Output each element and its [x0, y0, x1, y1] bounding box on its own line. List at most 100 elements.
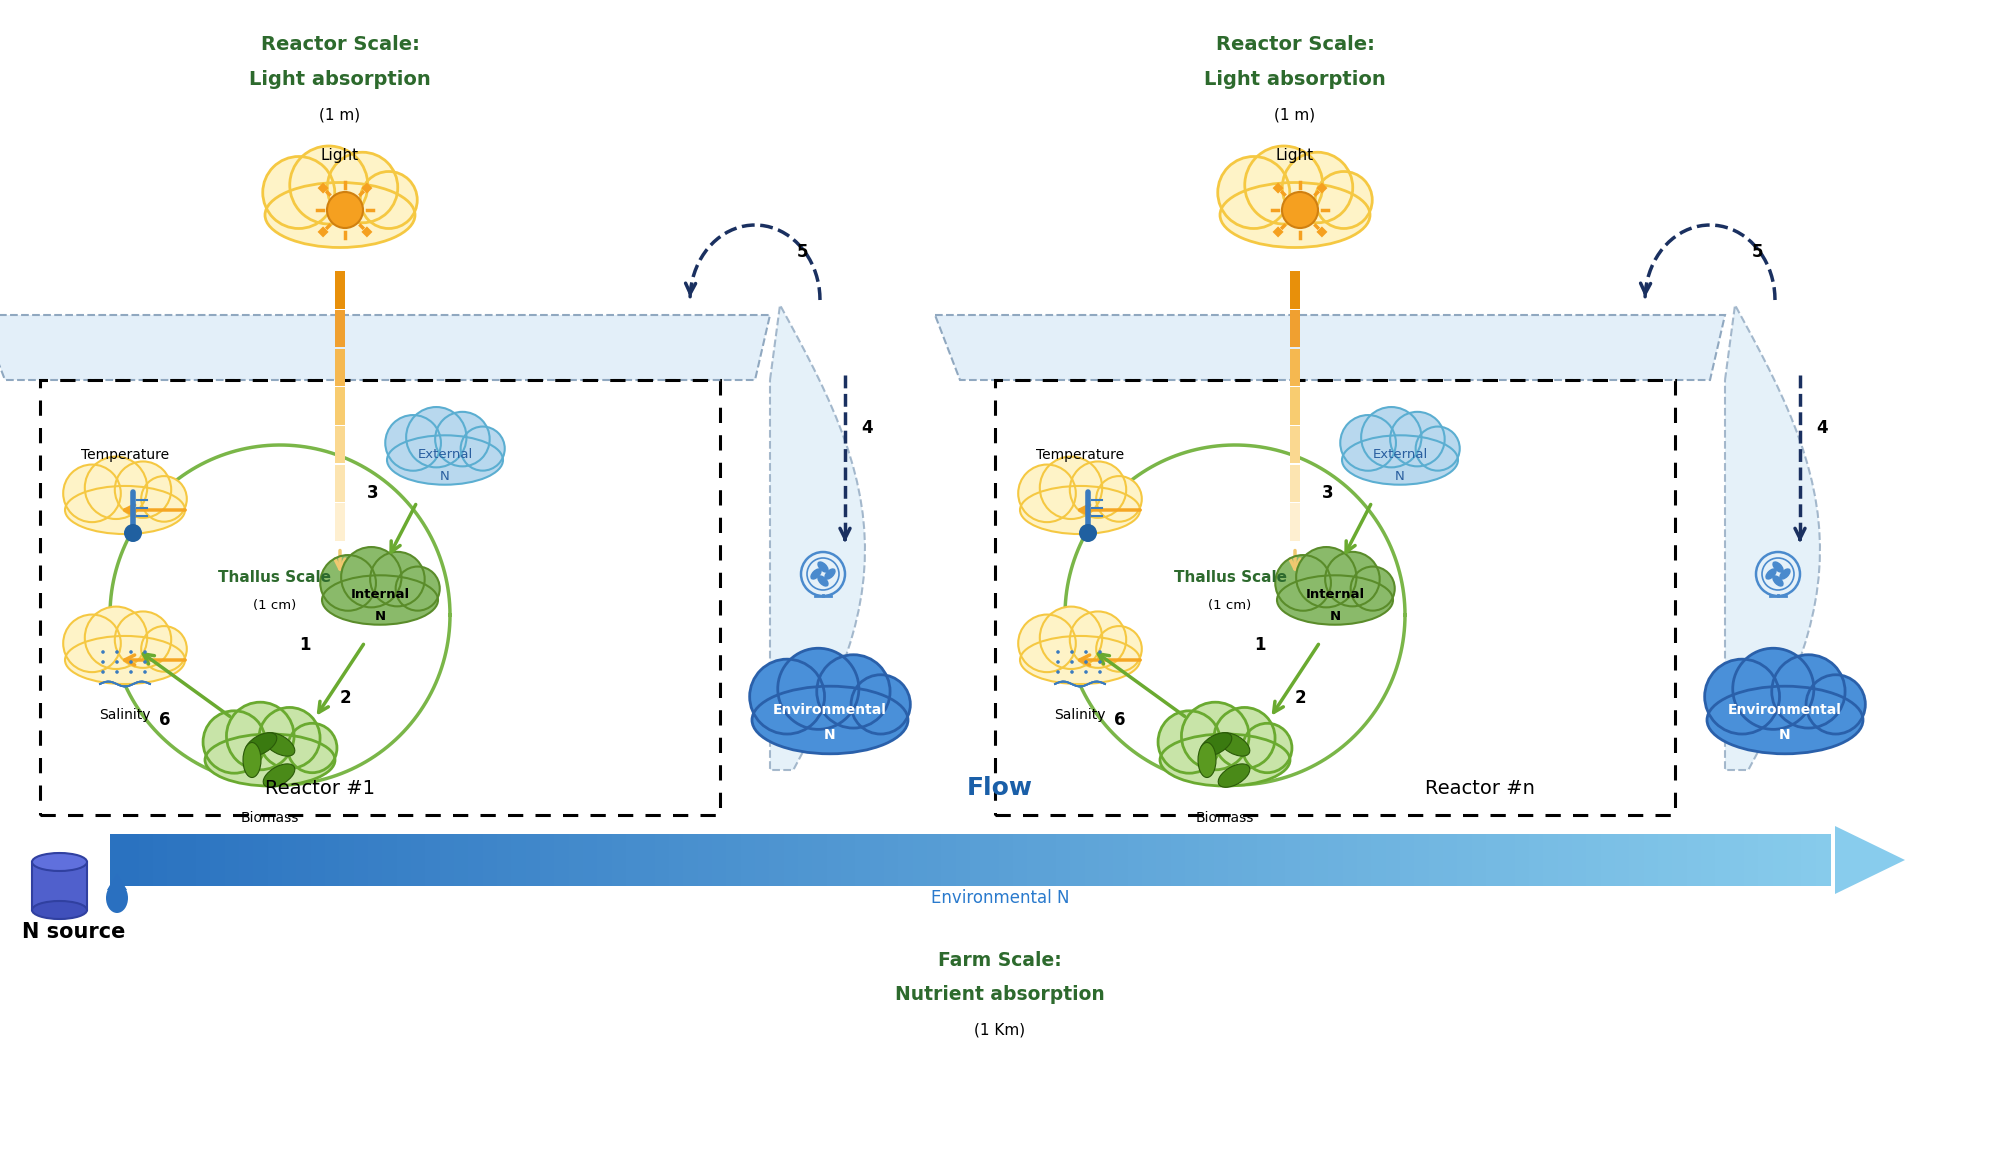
Text: N: N: [440, 469, 450, 482]
Polygon shape: [362, 183, 372, 193]
FancyBboxPatch shape: [324, 834, 340, 886]
FancyBboxPatch shape: [1098, 834, 1114, 886]
FancyBboxPatch shape: [182, 834, 196, 886]
FancyBboxPatch shape: [970, 834, 986, 886]
Text: N source: N source: [22, 922, 126, 942]
Ellipse shape: [1344, 448, 1456, 479]
FancyBboxPatch shape: [856, 834, 870, 886]
FancyBboxPatch shape: [224, 834, 240, 886]
Circle shape: [1084, 670, 1088, 674]
FancyBboxPatch shape: [1114, 834, 1128, 886]
Circle shape: [114, 612, 172, 668]
FancyBboxPatch shape: [482, 834, 498, 886]
Circle shape: [1070, 670, 1074, 674]
FancyBboxPatch shape: [1142, 834, 1158, 886]
Circle shape: [1084, 660, 1088, 663]
Circle shape: [1362, 407, 1422, 467]
FancyBboxPatch shape: [654, 834, 670, 886]
Circle shape: [1098, 660, 1102, 663]
FancyBboxPatch shape: [726, 834, 742, 886]
Ellipse shape: [1772, 562, 1784, 572]
Ellipse shape: [322, 576, 438, 625]
Ellipse shape: [106, 883, 128, 913]
Circle shape: [130, 670, 132, 674]
Ellipse shape: [1708, 686, 1864, 753]
FancyBboxPatch shape: [336, 426, 344, 463]
Ellipse shape: [1020, 636, 1140, 684]
Circle shape: [852, 675, 910, 734]
Ellipse shape: [264, 764, 294, 787]
Circle shape: [1096, 626, 1142, 672]
Text: 4: 4: [1816, 419, 1828, 436]
Circle shape: [1390, 412, 1444, 467]
FancyBboxPatch shape: [1772, 834, 1788, 886]
Circle shape: [1084, 651, 1088, 654]
FancyBboxPatch shape: [1630, 834, 1644, 886]
Ellipse shape: [824, 569, 836, 579]
FancyBboxPatch shape: [1042, 834, 1056, 886]
FancyBboxPatch shape: [1300, 834, 1314, 886]
FancyBboxPatch shape: [1600, 834, 1616, 886]
Text: Light: Light: [320, 147, 360, 163]
FancyBboxPatch shape: [1328, 834, 1344, 886]
FancyBboxPatch shape: [1558, 834, 1572, 886]
Text: (1 cm): (1 cm): [254, 599, 296, 612]
FancyBboxPatch shape: [412, 834, 426, 886]
Ellipse shape: [264, 183, 416, 248]
FancyBboxPatch shape: [1486, 834, 1502, 886]
Circle shape: [1806, 675, 1866, 734]
Circle shape: [1350, 566, 1394, 611]
Text: (1 m): (1 m): [320, 108, 360, 123]
FancyBboxPatch shape: [668, 834, 684, 886]
Circle shape: [1056, 660, 1060, 663]
FancyBboxPatch shape: [138, 834, 154, 886]
Text: 1: 1: [300, 636, 310, 654]
Circle shape: [116, 651, 118, 654]
Circle shape: [1772, 655, 1846, 728]
FancyBboxPatch shape: [1528, 834, 1544, 886]
Polygon shape: [0, 315, 770, 380]
Text: Reactor Scale:: Reactor Scale:: [260, 35, 420, 54]
Ellipse shape: [208, 748, 332, 780]
Text: Biomass: Biomass: [240, 811, 300, 825]
FancyBboxPatch shape: [1290, 464, 1300, 502]
Text: Environmental: Environmental: [774, 703, 886, 717]
FancyBboxPatch shape: [1730, 834, 1744, 886]
FancyBboxPatch shape: [984, 834, 1000, 886]
FancyBboxPatch shape: [568, 834, 584, 886]
Polygon shape: [362, 227, 372, 238]
Circle shape: [116, 660, 118, 663]
Text: (1 cm): (1 cm): [1208, 599, 1252, 612]
Text: 3: 3: [368, 484, 378, 502]
Circle shape: [370, 552, 424, 606]
FancyBboxPatch shape: [382, 834, 398, 886]
FancyBboxPatch shape: [1400, 834, 1416, 886]
Text: N: N: [1396, 469, 1404, 482]
FancyBboxPatch shape: [1658, 834, 1674, 886]
FancyBboxPatch shape: [554, 834, 570, 886]
FancyBboxPatch shape: [254, 834, 268, 886]
Ellipse shape: [1020, 486, 1140, 534]
Text: External: External: [1372, 447, 1428, 461]
FancyBboxPatch shape: [196, 834, 212, 886]
FancyBboxPatch shape: [612, 834, 626, 886]
FancyBboxPatch shape: [1356, 834, 1372, 886]
Circle shape: [102, 670, 104, 674]
Circle shape: [84, 456, 148, 519]
Circle shape: [1182, 702, 1250, 770]
Circle shape: [102, 660, 104, 663]
Text: 6: 6: [160, 711, 170, 729]
Text: 2: 2: [340, 689, 350, 707]
Ellipse shape: [818, 576, 828, 586]
Circle shape: [328, 152, 398, 222]
Ellipse shape: [810, 569, 822, 579]
Circle shape: [1040, 456, 1102, 519]
FancyBboxPatch shape: [1586, 834, 1602, 886]
FancyBboxPatch shape: [282, 834, 298, 886]
Text: (1 Km): (1 Km): [974, 1023, 1026, 1038]
FancyBboxPatch shape: [912, 834, 928, 886]
FancyBboxPatch shape: [754, 834, 770, 886]
FancyBboxPatch shape: [1342, 834, 1358, 886]
Text: Reactor Scale:: Reactor Scale:: [1216, 35, 1374, 54]
FancyBboxPatch shape: [770, 834, 784, 886]
